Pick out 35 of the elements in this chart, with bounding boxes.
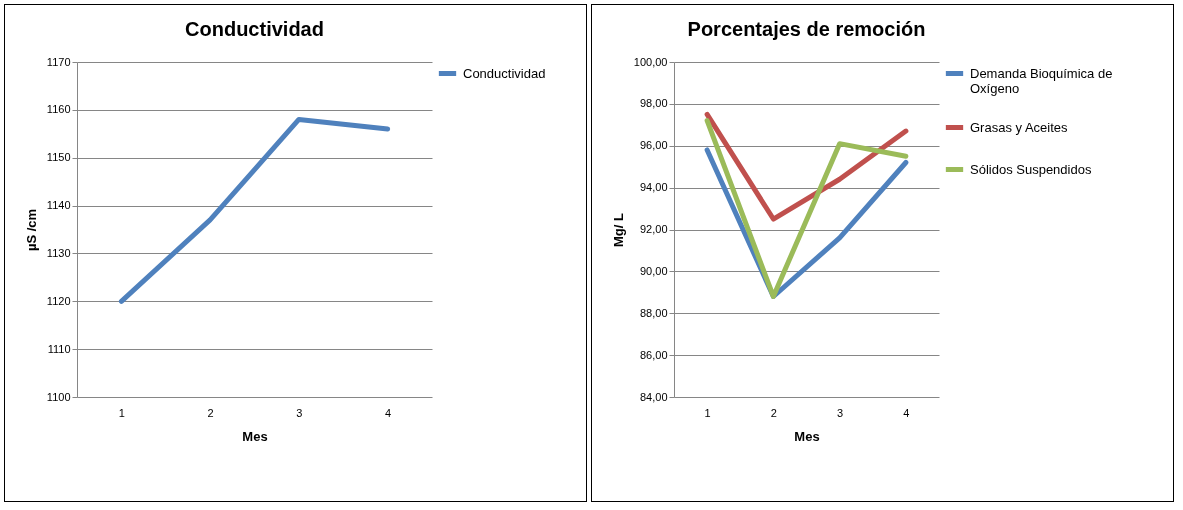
y-tick-label: 88,00 [639, 306, 668, 319]
y-tick-label: 1150 [46, 151, 71, 164]
y-tick-label: 1170 [46, 55, 71, 68]
legend-label: Sólidos Suspendidos [970, 161, 1092, 177]
y-tick-label: 84,00 [639, 390, 668, 403]
x-tick-label: 3 [296, 406, 303, 419]
legend-label: Demanda Bioquímica de Oxígeno [970, 65, 1113, 96]
legend-label: Conductividad [463, 65, 546, 81]
y-tick-label: 1100 [46, 390, 71, 403]
x-tick-label: 1 [704, 406, 711, 419]
chart-title: Porcentajes de remoción [687, 18, 926, 40]
y-tick-label: 1160 [46, 103, 71, 116]
y-axis-title: Mg/ L [610, 212, 626, 247]
y-tick-label: 1110 [47, 342, 71, 355]
x-tick-label: 2 [770, 406, 777, 419]
y-tick-label: 92,00 [639, 223, 668, 235]
y-tick-label: 90,00 [639, 264, 668, 277]
x-tick-label: 1 [118, 406, 125, 419]
y-tick-label: 86,00 [639, 348, 668, 361]
x-tick-label: 4 [903, 406, 910, 419]
y-tick-label: 98,00 [639, 97, 668, 110]
x-axis-title: Mes [242, 428, 268, 444]
y-tick-label: 1140 [46, 199, 71, 212]
y-axis-title: µS /cm [23, 208, 39, 252]
y-tick-label: 100,00 [633, 55, 668, 68]
legend-label: Grasas y Aceites [970, 119, 1069, 135]
x-tick-label: 3 [837, 406, 844, 419]
x-axis-title: Mes [794, 428, 820, 444]
chart-title: Conductividad [185, 18, 324, 40]
x-tick-label: 2 [207, 406, 214, 419]
y-tick-label: 94,00 [639, 181, 668, 194]
y-tick-label: 1130 [46, 246, 71, 259]
y-tick-label: 96,00 [639, 139, 668, 152]
y-tick-label: 1120 [46, 294, 71, 307]
x-tick-label: 4 [385, 406, 392, 419]
